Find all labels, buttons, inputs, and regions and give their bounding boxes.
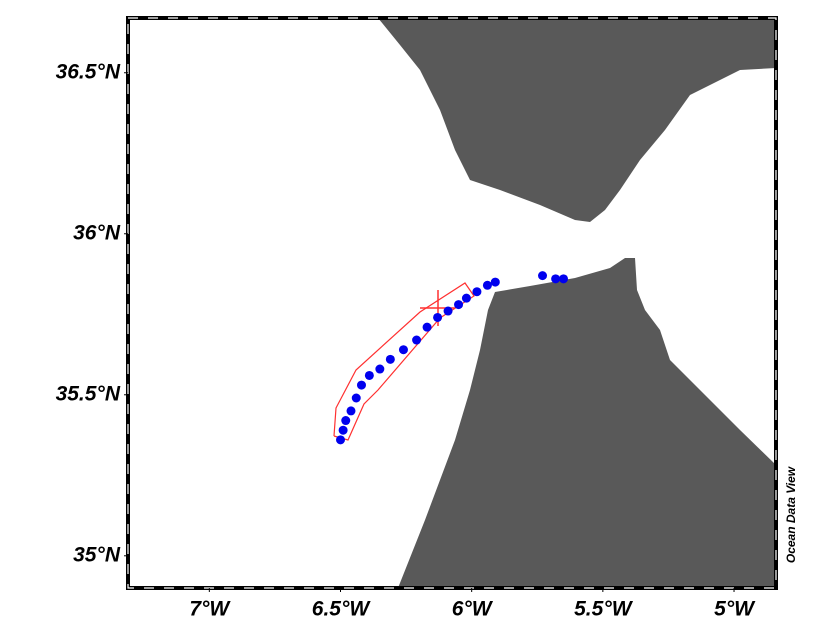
frame-dash — [127, 17, 777, 589]
x-tick-label: 5°W — [714, 598, 756, 621]
section-outline — [333, 282, 475, 441]
station — [341, 416, 351, 426]
station — [356, 380, 366, 390]
y-tick-label: 36.5°N — [56, 60, 121, 83]
land-africa — [398, 258, 776, 588]
station — [346, 406, 356, 416]
land-iberia — [378, 18, 776, 222]
station — [538, 271, 548, 281]
x-tick-label: 6°W — [452, 598, 494, 621]
station — [398, 345, 408, 355]
station — [433, 312, 443, 322]
station — [558, 274, 568, 284]
station — [338, 425, 348, 435]
station — [454, 300, 464, 310]
station — [461, 293, 471, 303]
x-tick-label: 5.5°W — [574, 598, 634, 621]
x-tick-label: 7°W — [189, 598, 231, 621]
credit: Ocean Data View — [784, 466, 798, 563]
y-tick-label: 35°N — [73, 543, 121, 566]
station — [482, 280, 492, 290]
station — [336, 435, 346, 445]
station — [443, 306, 453, 316]
x-tick-label: 6.5°W — [312, 598, 372, 621]
y-tick-label: 36°N — [73, 221, 121, 244]
station — [364, 370, 374, 380]
station — [472, 287, 482, 297]
station — [412, 335, 422, 345]
station — [490, 277, 500, 287]
y-tick-label: 35.5°N — [56, 382, 121, 405]
station — [385, 354, 395, 364]
station — [551, 274, 561, 284]
station — [351, 393, 361, 403]
station — [422, 322, 432, 332]
station — [375, 364, 385, 374]
